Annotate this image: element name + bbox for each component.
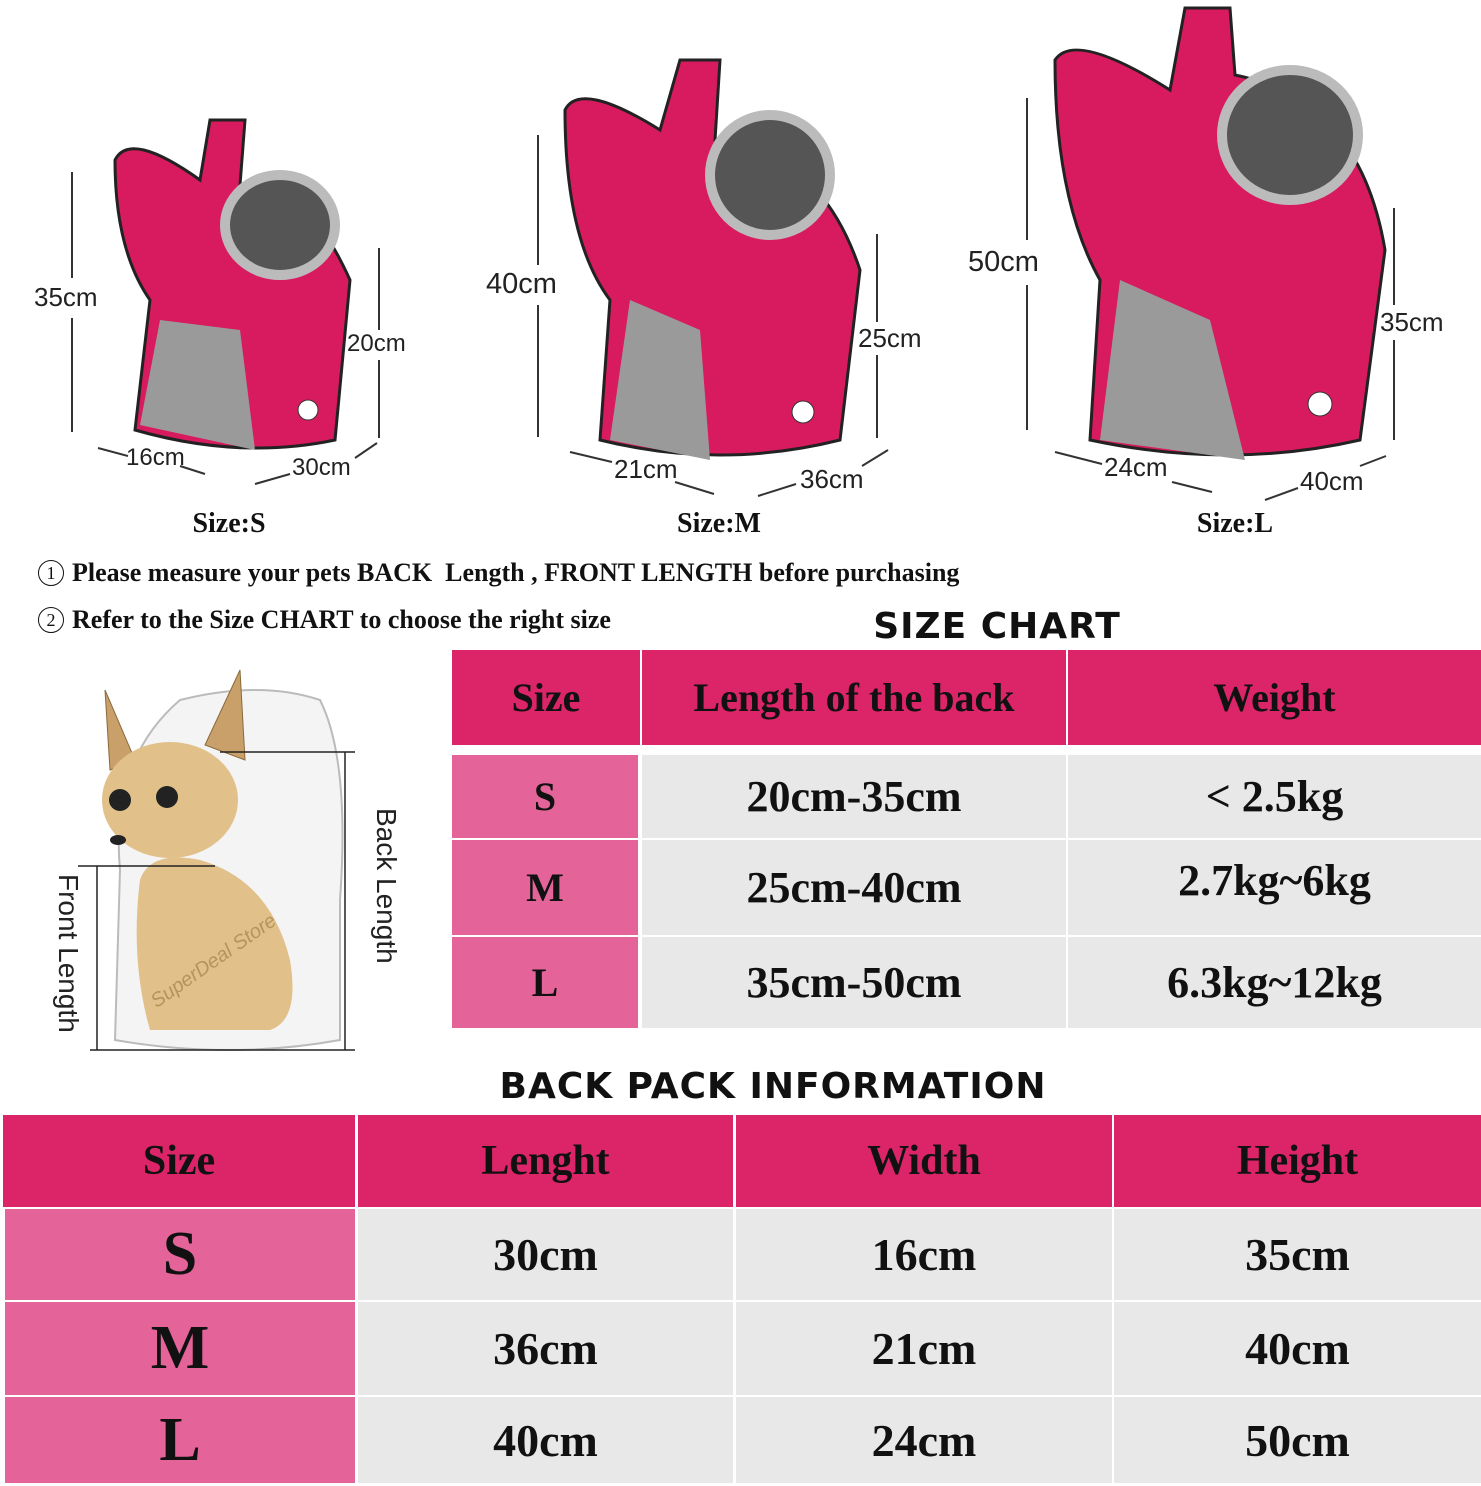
front-length-label: Front Length — [53, 874, 84, 1033]
note-text: Refer to the Size CHART to choose the ri… — [72, 605, 611, 634]
table-row-m-length: 36cm — [358, 1302, 733, 1395]
table-row-m-size: M — [452, 840, 638, 935]
table-row-l-height: 50cm — [1114, 1397, 1481, 1483]
header-size: Size — [3, 1115, 355, 1207]
table-row-s-height: 35cm — [1114, 1209, 1481, 1300]
header-length: Lenght — [358, 1115, 733, 1207]
table-row-s-weight: < 2.5kg — [1068, 755, 1481, 838]
size-l-label: Size:L — [1196, 508, 1274, 539]
l-depth-label: 35cm — [1380, 307, 1444, 337]
header-height: Height — [1114, 1115, 1481, 1207]
table-row-s-length: 30cm — [358, 1209, 733, 1300]
note-text: Please measure your pets BACK Length , F… — [72, 558, 960, 587]
number-1-icon: 1 — [38, 560, 64, 586]
table-row-m-width: 21cm — [736, 1302, 1112, 1395]
m-width-label: 21cm — [614, 454, 678, 484]
back-length-label: Back Length — [371, 808, 402, 964]
size-s-label: Size:S — [192, 508, 266, 539]
backpack-l — [1053, 6, 1387, 460]
table-row-s-size: S — [452, 755, 638, 838]
s-length-label: 30cm — [292, 454, 351, 481]
l-length-label: 40cm — [1300, 466, 1364, 496]
number-2-icon: 2 — [38, 607, 64, 633]
s-depth-label: 20cm — [347, 330, 406, 357]
m-height-label: 40cm — [486, 268, 557, 300]
backpack-illustrations — [71, 6, 1395, 1051]
backpack-info-title: BACK PACK INFORMATION — [499, 1066, 1047, 1107]
dog-in-backpack-illustration — [78, 669, 355, 1051]
header-weight: Weight — [1068, 650, 1481, 745]
table-row-m-size: M — [5, 1302, 355, 1395]
table-row-m-height: 40cm — [1114, 1302, 1481, 1395]
m-length-label: 36cm — [800, 464, 864, 494]
table-row-l-length: 40cm — [358, 1397, 733, 1483]
table-row-m-weight: 2.7kg~6kg — [1068, 840, 1481, 935]
l-height-label: 50cm — [968, 246, 1039, 278]
m-depth-label: 25cm — [858, 323, 922, 353]
backpack-m — [563, 58, 862, 460]
header-width: Width — [736, 1115, 1112, 1207]
table-row-l-width: 24cm — [736, 1397, 1112, 1483]
l-width-label: 24cm — [1104, 452, 1168, 482]
table-row-s-size: S — [5, 1209, 355, 1300]
header-back-length: Length of the back — [642, 650, 1066, 745]
table-row-s-width: 16cm — [736, 1209, 1112, 1300]
s-width-label: 16cm — [126, 444, 185, 471]
table-row-m-back: 25cm-40cm — [642, 840, 1066, 935]
s-height-label: 35cm — [34, 282, 98, 312]
size-m-label: Size:M — [677, 508, 761, 539]
header-size: Size — [452, 650, 640, 745]
table-row-l-size: L — [452, 937, 638, 1028]
table-row-s-back: 20cm-35cm — [642, 755, 1066, 838]
table-row-l-size: L — [5, 1397, 355, 1483]
table-row-l-back: 35cm-50cm — [642, 937, 1066, 1028]
note-2: 2 Refer to the Size CHART to choose the … — [38, 605, 611, 635]
note-1: 1 Please measure your pets BACK Length ,… — [38, 558, 959, 588]
backpack-s — [113, 118, 352, 450]
size-chart-title: SIZE CHART — [873, 606, 1121, 647]
table-row-l-weight: 6.3kg~12kg — [1068, 937, 1481, 1028]
